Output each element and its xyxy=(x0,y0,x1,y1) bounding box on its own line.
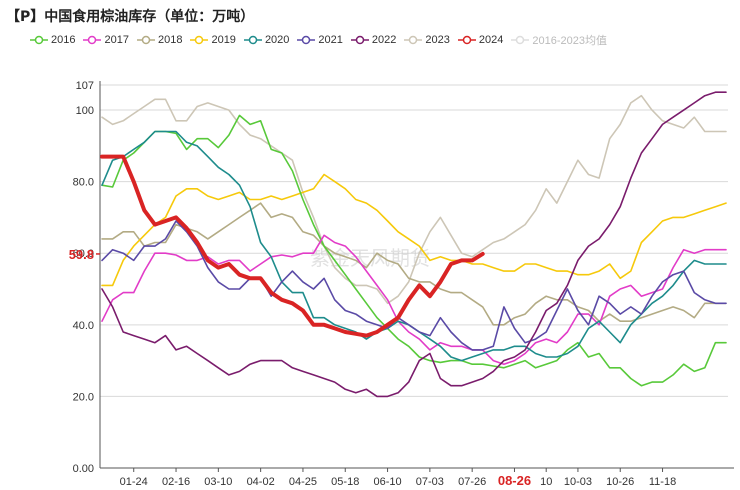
legend-item-2018[interactable]: 2018 xyxy=(136,32,183,48)
y-tick-label: 40.0 xyxy=(73,320,94,332)
current-value-label: 59.8 xyxy=(69,247,94,262)
legend: 2016 2017 2018 2019 2020 2021 2022 2023 … xyxy=(30,32,607,48)
legend-item-2016[interactable]: 2016 xyxy=(30,32,75,48)
y-tick-label: 60.0 xyxy=(73,248,94,260)
legend-label: 2020 xyxy=(264,34,290,46)
x-tick-label: 05-18 xyxy=(331,476,359,488)
series-lines xyxy=(100,91,727,398)
legend-item-2019[interactable]: 2019 xyxy=(190,32,236,48)
x-tick-label: 04-02 xyxy=(247,476,275,488)
axis-labels: 0.00 20.0 40.0 60.0 80.0 100 107 01-24 02-16 03-1… xyxy=(69,80,677,488)
legend-item-2021[interactable]: 2021 xyxy=(297,32,343,48)
chart-title: 【P】中国食用棕油库存（单位：万吨） xyxy=(6,9,255,25)
legend-label: 2021 xyxy=(318,34,343,46)
series-line-2022[interactable] xyxy=(101,91,727,398)
legend-item-average[interactable]: 2016-2023均值 xyxy=(511,32,607,48)
y-tick-label: 107 xyxy=(76,80,94,92)
legend-label: 2023 xyxy=(425,34,450,46)
x-tick-label: 04-25 xyxy=(289,476,317,488)
x-tick-label: 07-03 xyxy=(416,476,444,488)
series-line-2021[interactable] xyxy=(101,220,727,351)
series-line-2018[interactable] xyxy=(101,202,727,326)
legend-label: 2016 xyxy=(51,34,76,46)
axes xyxy=(99,81,734,472)
legend-item-2023[interactable]: 2023 xyxy=(404,32,450,48)
x-tick-label: 10-03 xyxy=(564,476,592,488)
x-tick-label: 02-16 xyxy=(162,476,190,488)
series-line-2016[interactable] xyxy=(101,114,727,387)
legend-item-2024[interactable]: 2024 xyxy=(457,32,504,48)
y-tick-label: 0.00 xyxy=(73,463,94,475)
legend-label: 2024 xyxy=(478,34,504,46)
x-tick-label: 06-10 xyxy=(373,476,401,488)
x-tick-label: 07-26 xyxy=(458,476,486,488)
legend-label: 2019 xyxy=(211,34,236,46)
series-line-2023[interactable] xyxy=(101,94,727,305)
x-tick-label: 03-10 xyxy=(204,476,232,488)
x-tick-label-current: 08-26 xyxy=(498,473,531,488)
legend-label: 2016-2023均值 xyxy=(532,35,607,47)
y-tick-label: 20.0 xyxy=(73,391,94,403)
legend-label: 2018 xyxy=(157,34,183,46)
series-line-2024[interactable] xyxy=(100,154,485,338)
series-line-2019[interactable] xyxy=(101,173,727,287)
legend-item-2022[interactable]: 2022 xyxy=(350,32,397,48)
legend-label: 2017 xyxy=(104,34,129,46)
x-tick-label: 01-24 xyxy=(120,476,148,488)
x-tick-label: 11-18 xyxy=(649,476,676,488)
legend-item-2020[interactable]: 2020 xyxy=(243,32,290,48)
x-tick-label: 10-26 xyxy=(606,476,634,488)
y-tick-label: 80.0 xyxy=(73,177,94,189)
legend-label: 2022 xyxy=(371,34,397,46)
x-tick-label: 10 xyxy=(540,476,552,488)
legend-item-2017[interactable]: 2017 xyxy=(83,32,129,48)
y-tick-label: 100 xyxy=(76,105,94,117)
